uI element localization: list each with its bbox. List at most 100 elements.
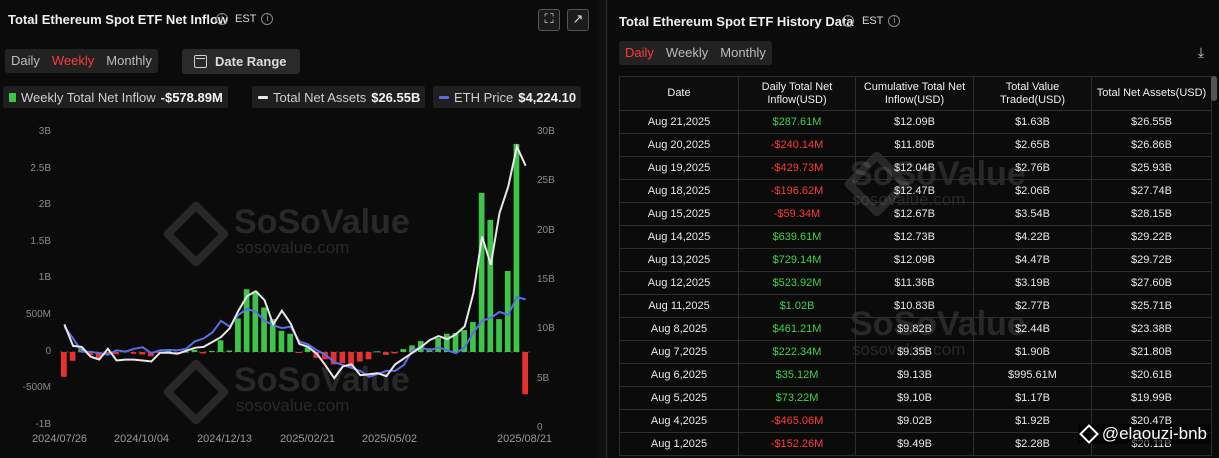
daily-inflow-cell: $287.61M	[738, 110, 856, 134]
inflow-bar	[478, 192, 485, 352]
table-row[interactable]: Aug 11,2025 $1.02B $10.83B $2.77B $25.71B	[619, 294, 1212, 318]
table-scrollbar[interactable]	[1211, 76, 1217, 101]
info-icon[interactable]: i	[842, 15, 854, 27]
credit-tag: @elaouzi-bnb	[1077, 424, 1211, 444]
download-icon[interactable]: ⤓	[1197, 45, 1205, 61]
chart-period-tabs: Daily Weekly Monthly	[5, 49, 158, 73]
column-header[interactable]: Total Net Assets(USD)	[1091, 76, 1212, 111]
table-row[interactable]: Aug 15,2025 -$59.34M $12.67B $3.54B $28.15B	[619, 202, 1212, 226]
net-assets-cell: $23.38B	[1091, 317, 1212, 341]
chart-title: Total Ethereum Spot ETF Net Inflow	[8, 12, 229, 27]
inflow-bar	[409, 345, 415, 352]
column-header[interactable]: Cumulative Total Net Inflow(USD)	[855, 76, 974, 111]
inflow-bar	[174, 352, 180, 354]
x-tick: 2024/12/13	[197, 433, 253, 445]
inflow-bar	[95, 352, 102, 359]
cumulative-inflow-cell: $9.10B	[855, 386, 974, 410]
fullscreen-icon[interactable]: ⛶	[538, 9, 560, 31]
legend-assets-value: $26.55B	[371, 89, 421, 105]
column-header[interactable]: Date	[619, 76, 739, 111]
inflow-bar	[104, 352, 111, 355]
timezone-label: EST i	[862, 15, 901, 27]
table-row[interactable]: Aug 6,2025 $35.12M $9.13B $995.61M $20.61B	[619, 363, 1212, 387]
y-left-tick: 2.5B	[30, 162, 51, 174]
info-icon[interactable]: i	[261, 13, 274, 25]
tab-weekly[interactable]: Weekly	[51, 53, 95, 68]
cumulative-inflow-cell: $9.02B	[855, 409, 974, 433]
date-cell: Aug 6,2025	[619, 363, 739, 387]
inflow-bar	[287, 333, 293, 352]
net-assets-cell: $29.72B	[1091, 248, 1212, 272]
date-range-button[interactable]: Date Range	[182, 49, 300, 74]
daily-inflow-cell: -$465.06M	[738, 409, 856, 433]
value-traded-cell: $2.65B	[973, 133, 1092, 157]
x-tick: 2025/02/21	[280, 433, 336, 445]
timezone-text: EST	[235, 13, 257, 25]
table-row[interactable]: Aug 12,2025 $523.92M $11.36B $3.19B $27.60B	[619, 271, 1212, 295]
cumulative-inflow-cell: $12.47B	[855, 179, 974, 203]
table-row[interactable]: Aug 20,2025 -$240.14M $11.80B $2.65B $26.86B	[619, 133, 1212, 157]
column-header[interactable]: Total Value Traded(USD)	[973, 76, 1092, 111]
tab-daily[interactable]: Daily	[625, 45, 654, 60]
tab-monthly[interactable]: Monthly	[720, 45, 766, 60]
table-row[interactable]: Aug 19,2025 -$429.73M $12.04B $2.76B $25.93B	[619, 156, 1212, 180]
net-assets-cell: $20.61B	[1091, 363, 1212, 387]
inflow-bar	[522, 352, 528, 395]
inflow-bar	[226, 350, 233, 352]
table-row[interactable]: Aug 14,2025 $639.61M $12.73B $4.22B $29.22B	[619, 225, 1212, 249]
daily-inflow-cell: $35.12M	[738, 363, 856, 387]
tab-daily[interactable]: Daily	[11, 53, 40, 68]
value-traded-cell: $2.28B	[973, 432, 1092, 456]
inflow-bar	[61, 352, 67, 377]
share-icon[interactable]: ↗	[567, 9, 589, 31]
date-cell: Aug 4,2025	[619, 409, 739, 433]
table-row[interactable]: Aug 7,2025 $222.34M $9.35B $1.90B $21.80B	[619, 340, 1212, 364]
y-left-tick: -1B	[35, 418, 51, 430]
line-swatch	[439, 95, 449, 99]
daily-inflow-cell: $73.22M	[738, 386, 856, 410]
cumulative-inflow-cell: $11.36B	[855, 271, 974, 295]
value-traded-cell: $1.90B	[973, 340, 1092, 364]
daily-inflow-cell: $461.21M	[738, 317, 856, 341]
y-right-tick: 25B	[537, 175, 555, 187]
calendar-icon	[194, 55, 207, 68]
value-traded-cell: $2.06B	[973, 179, 1092, 203]
inflow-bar	[365, 352, 372, 360]
inflow-bar	[191, 349, 198, 352]
legend-price-label: ETH Price	[454, 89, 514, 105]
net-assets-cell: $29.22B	[1091, 225, 1212, 249]
y-left-tick: 3B	[38, 126, 51, 137]
credit-text: @elaouzi-bnb	[1101, 424, 1207, 443]
legend-price-value: $4,224.10	[518, 89, 577, 105]
legend-assets-label: Total Net Assets	[273, 89, 367, 105]
cumulative-inflow-cell: $10.83B	[855, 294, 974, 318]
legend-eth-price[interactable]: ETH Price $4,224.10	[433, 86, 582, 108]
inflow-chart[interactable]	[0, 0, 598, 458]
table-row[interactable]: Aug 18,2025 -$196.62M $12.47B $2.06B $27.74B	[619, 179, 1212, 203]
daily-inflow-cell: $1.02B	[738, 294, 856, 318]
table-row[interactable]: Aug 21,2025 $287.61M $12.09B $1.63B $26.55B	[619, 110, 1212, 134]
net-assets-cell: $25.71B	[1091, 294, 1212, 318]
x-tick: 2025/08/21	[497, 433, 553, 445]
inflow-bar	[391, 352, 398, 354]
tab-monthly[interactable]: Monthly	[106, 53, 152, 68]
value-traded-cell: $1.63B	[973, 110, 1092, 134]
date-cell: Aug 1,2025	[619, 432, 739, 456]
info-icon[interactable]: i	[216, 13, 228, 25]
column-header[interactable]: Daily Total Net Inflow(USD)	[738, 76, 856, 111]
info-icon[interactable]: i	[888, 15, 901, 27]
y-left-tick: 1B	[38, 272, 51, 284]
tab-weekly[interactable]: Weekly	[665, 45, 709, 60]
date-cell: Aug 14,2025	[619, 225, 739, 249]
daily-inflow-cell: -$59.34M	[738, 202, 856, 226]
value-traded-cell: $995.61M	[973, 363, 1092, 387]
legend-net-assets[interactable]: Total Net Assets $26.55B	[252, 86, 426, 108]
table-row[interactable]: Aug 8,2025 $461.21M $9.82B $2.44B $23.38B	[619, 317, 1212, 341]
legend-inflow[interactable]: Weekly Total Net Inflow -$578.89M	[3, 86, 228, 108]
credit-logo-icon	[1078, 424, 1099, 444]
value-traded-cell: $4.47B	[973, 248, 1092, 272]
table-row[interactable]: Aug 5,2025 $73.22M $9.10B $1.17B $19.99B	[619, 386, 1212, 410]
daily-inflow-cell: $729.14M	[738, 248, 856, 272]
table-row[interactable]: Aug 13,2025 $729.14M $12.09B $4.47B $29.72B	[619, 248, 1212, 272]
net-inflow-panel: Total Ethereum Spot ETF Net Inflow i EST…	[0, 0, 598, 458]
